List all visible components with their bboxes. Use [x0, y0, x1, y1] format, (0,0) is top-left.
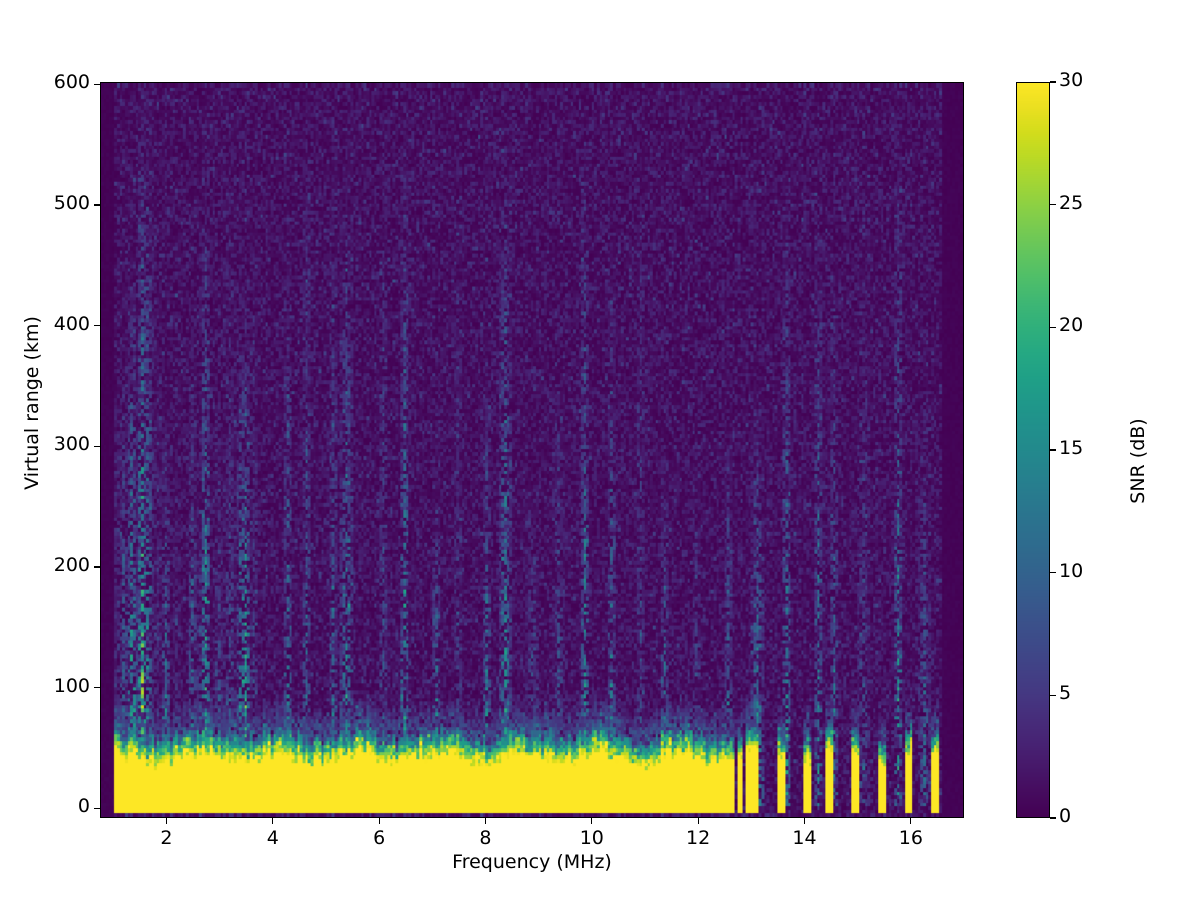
- x-tick-mark: [165, 818, 168, 824]
- y-tick-mark: [94, 325, 100, 327]
- y-tick-label: 200: [53, 554, 90, 577]
- y-tick-mark: [94, 566, 100, 568]
- x-tick-mark: [272, 818, 274, 824]
- colorbar-tick-mark: [1050, 81, 1056, 83]
- y-tick-mark: [94, 204, 100, 206]
- colorbar-tick-mark: [1050, 694, 1056, 696]
- x-tick-label: 6: [373, 827, 386, 849]
- y-tick-mark: [94, 445, 100, 447]
- colorbar-tick-label: 5: [1059, 682, 1072, 705]
- colorbar-tick-mark: [1050, 326, 1056, 328]
- x-tick-label: 10: [579, 827, 604, 849]
- y-tick-label: 100: [53, 674, 90, 697]
- x-tick-label: 2: [160, 827, 173, 849]
- x-tick-label: 16: [898, 827, 923, 849]
- colorbar-gradient: [1017, 83, 1049, 817]
- y-tick-mark: [94, 807, 100, 809]
- x-axis-label: Frequency (MHz): [452, 851, 612, 873]
- x-tick-label: 14: [792, 827, 817, 849]
- y-tick-mark: [94, 687, 100, 689]
- colorbar: [1016, 82, 1050, 818]
- colorbar-tick-mark: [1050, 817, 1056, 819]
- y-tick-label: 300: [53, 433, 90, 456]
- x-tick-label: 8: [479, 827, 492, 849]
- colorbar-tick-mark: [1050, 572, 1056, 574]
- x-tick-mark: [803, 818, 806, 824]
- y-tick-label: 500: [53, 192, 90, 215]
- x-tick-label: 12: [686, 827, 711, 849]
- colorbar-tick-label: 10: [1059, 559, 1084, 582]
- y-tick-mark: [94, 83, 100, 85]
- plot-area: [100, 82, 964, 818]
- y-tick-label: 0: [77, 795, 90, 818]
- x-tick-mark: [378, 818, 380, 824]
- ionogram-heatmap: [101, 83, 963, 817]
- x-tick-mark: [697, 818, 699, 824]
- colorbar-tick-mark: [1050, 449, 1056, 451]
- colorbar-tick-label: 0: [1059, 805, 1072, 827]
- colorbar-tick-mark: [1050, 204, 1056, 206]
- colorbar-tick-label: 15: [1059, 437, 1084, 459]
- y-tick-label: 400: [53, 312, 90, 335]
- colorbar-tick-label: 25: [1059, 191, 1084, 214]
- colorbar-tick-label: 30: [1059, 69, 1084, 91]
- y-axis-label: Virtual range (km): [21, 316, 43, 490]
- x-tick-mark: [910, 818, 912, 824]
- colorbar-label: SNR (dB): [1127, 418, 1149, 504]
- y-tick-label: 600: [53, 71, 90, 94]
- x-tick-mark: [591, 818, 593, 824]
- x-tick-mark: [484, 818, 487, 824]
- colorbar-tick-label: 20: [1059, 314, 1084, 337]
- x-tick-label: 4: [266, 827, 279, 849]
